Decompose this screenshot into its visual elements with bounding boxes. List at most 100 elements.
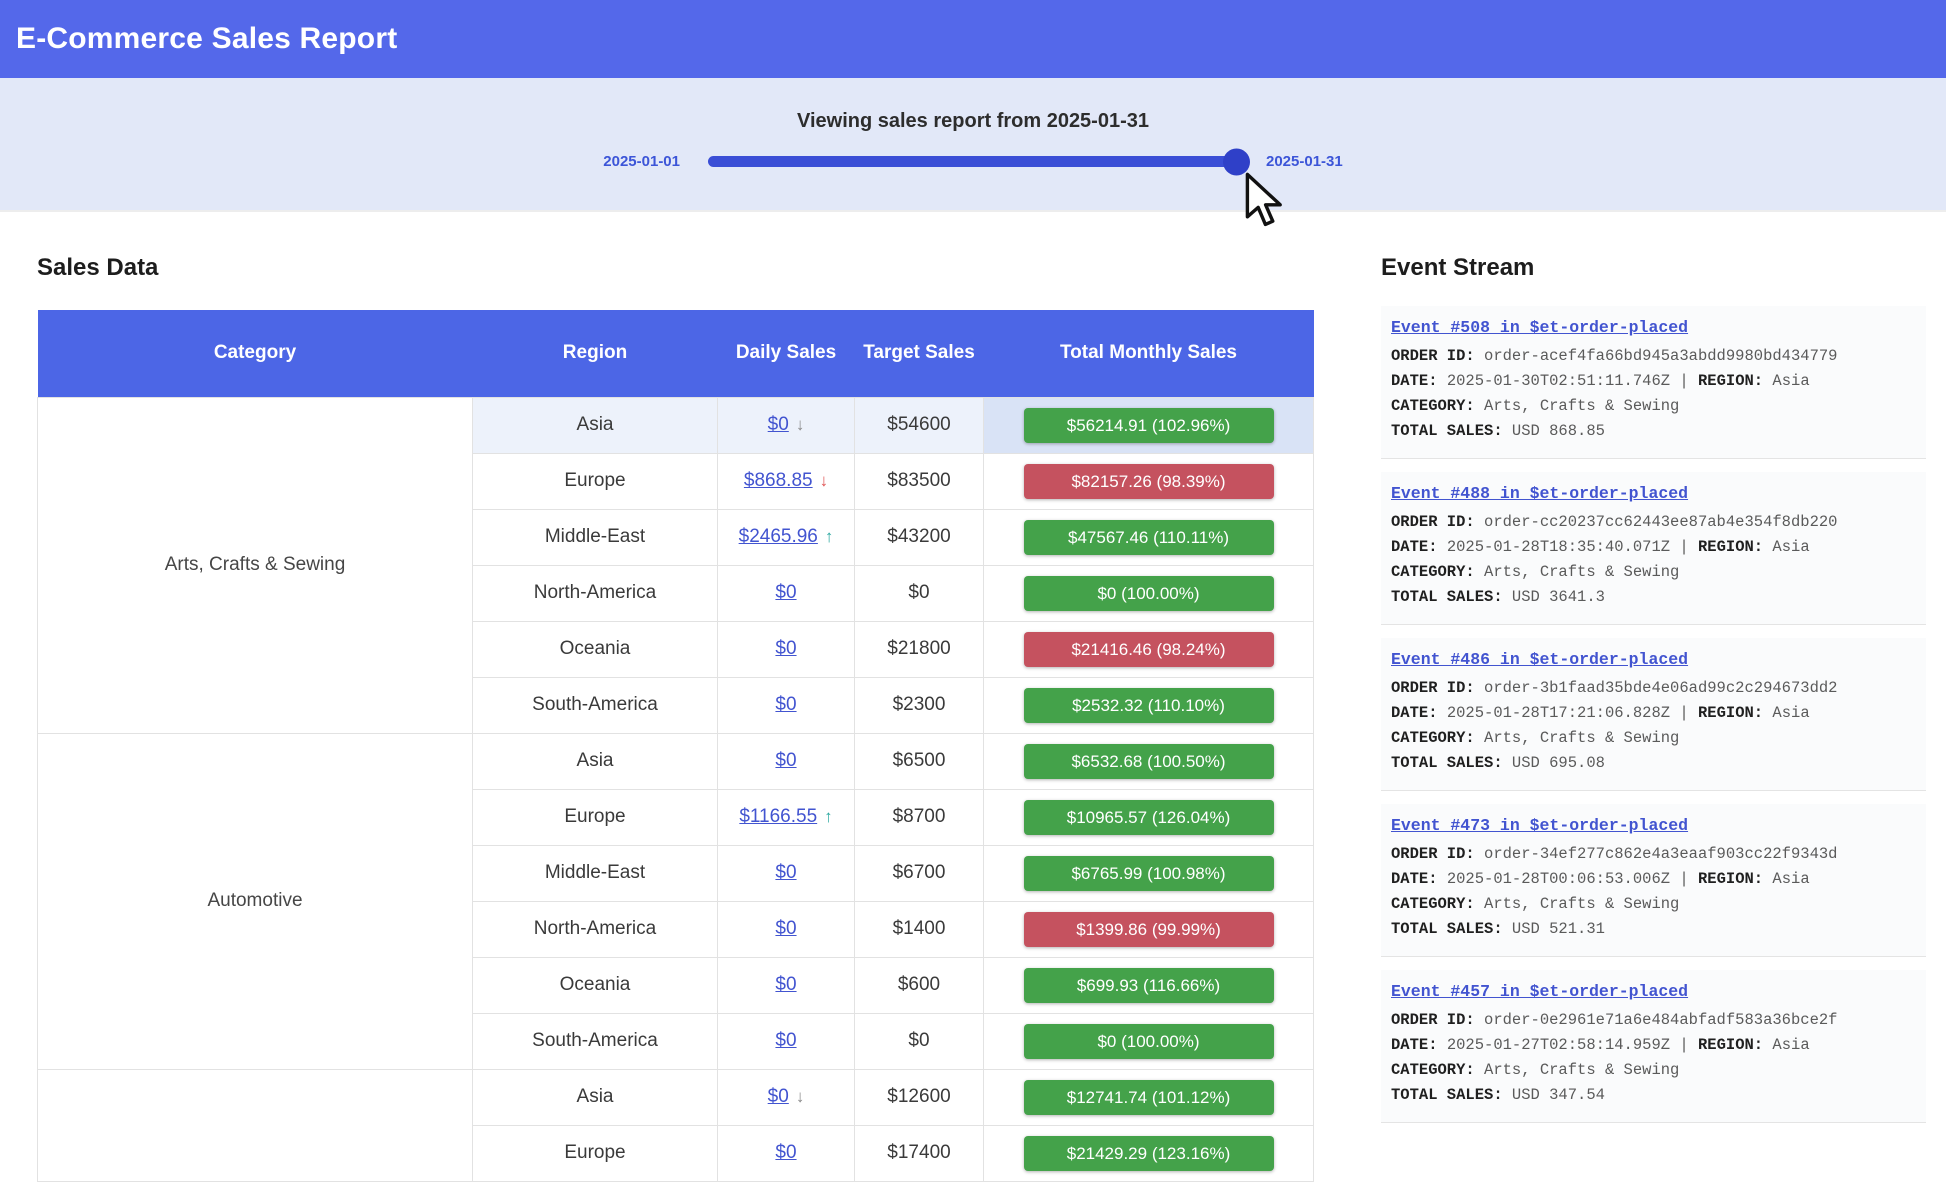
daily-sales-link[interactable]: $0 (775, 1142, 797, 1163)
target-sales-cell: $43200 (854, 508, 984, 566)
sales-table-head: Category Region Daily Sales Target Sales… (37, 310, 1314, 397)
daily-sales-link[interactable]: $0 (767, 1086, 789, 1107)
daily-sales-link[interactable]: $0 (775, 974, 797, 995)
slider-max-label: 2025-01-31 (1266, 153, 1343, 170)
total-monthly-sales-cell: $21429.29 (123.16%) (983, 1124, 1314, 1182)
column-header-target-sales: Target Sales (854, 310, 984, 397)
target-sales-cell: $600 (854, 956, 984, 1014)
column-header-total-monthly-sales: Total Monthly Sales (983, 310, 1314, 397)
target-sales-cell: $8700 (854, 788, 984, 846)
daily-sales-link[interactable]: $0 (775, 638, 797, 659)
region-cell: Oceania (472, 620, 718, 678)
region-cell: Asia (472, 396, 718, 454)
trend-up-icon: ↑ (824, 527, 834, 546)
trend-down-icon: ↓ (795, 415, 805, 434)
event-stream-list: Event #508 in $et-order-placed ORDER ID: … (1381, 306, 1926, 1123)
region-cell: North-America (472, 564, 718, 622)
sales-table-row: Automotive Asia $0 $6500 $6532.68 (100.50%) (37, 732, 1314, 1070)
total-sales-badge: $0 (100.00%) (1023, 575, 1274, 611)
event-total-sales: TOTAL SALES: USD 347.54 (1391, 1086, 1605, 1104)
region-cell: North-America (472, 900, 718, 958)
daily-sales-link[interactable]: $0 (775, 1030, 797, 1051)
total-monthly-sales-cell: $6532.68 (100.50%) (983, 732, 1314, 790)
event-card: Event #508 in $et-order-placed ORDER ID: … (1381, 306, 1926, 459)
daily-sales-cell: $0 (717, 1124, 855, 1182)
event-date-region: DATE: 2025-01-28T18:35:40.071Z | REGION:… (1391, 538, 1810, 556)
event-title-link[interactable]: Event #508 in $et-order-placed (1391, 318, 1689, 337)
event-order-id: ORDER ID: order-acef4fa66bd945a3abdd9980… (1391, 347, 1838, 365)
sales-table-row: Arts, Crafts & Sewing Asia $0 ↓ $54600 $56214… (37, 396, 1314, 734)
daily-sales-link[interactable]: $0 (775, 918, 797, 939)
event-date-region: DATE: 2025-01-28T17:21:06.828Z | REGION:… (1391, 704, 1810, 722)
event-order-id: ORDER ID: order-0e2961e71a6e484abfadf583… (1391, 1011, 1838, 1029)
total-sales-badge: $47567.46 (110.11%) (1023, 519, 1274, 555)
total-monthly-sales-cell: $12741.74 (101.12%) (983, 1068, 1314, 1126)
daily-sales-link[interactable]: $2465.96 (738, 526, 818, 547)
daily-sales-link[interactable]: $0 (767, 414, 789, 435)
daily-sales-link[interactable]: $868.85 (743, 470, 813, 491)
daily-sales-cell: $0 (717, 620, 855, 678)
total-monthly-sales-cell: $0 (100.00%) (983, 1012, 1314, 1070)
total-sales-badge: $0 (100.00%) (1023, 1023, 1274, 1059)
event-order-id: ORDER ID: order-cc20237cc62443ee87ab4e35… (1391, 513, 1838, 531)
total-sales-badge: $6532.68 (100.50%) (1023, 743, 1274, 779)
target-sales-cell: $21800 (854, 620, 984, 678)
column-header-category: Category (37, 310, 473, 397)
sales-table-row: Europe $0 $17400 $21429.29 (123.16%) (38, 1124, 1314, 1182)
event-card: Event #486 in $et-order-placed ORDER ID: … (1381, 638, 1926, 791)
total-monthly-sales-cell: $2532.32 (110.10%) (983, 676, 1314, 734)
sales-table-row: South-America $0 $2300 $2532.32 (110.10%) (38, 676, 1314, 734)
total-sales-badge: $6765.99 (100.98%) (1023, 855, 1274, 891)
slider-caption: Viewing sales report from 2025-01-31 (796, 110, 1149, 132)
total-monthly-sales-cell: $699.93 (116.66%) (983, 956, 1314, 1014)
date-slider-track[interactable] (708, 148, 1250, 175)
target-sales-cell: $17400 (854, 1124, 984, 1182)
trend-down-icon: ↓ (819, 471, 829, 490)
region-cell: Europe (472, 788, 718, 846)
sales-table-row: Oceania $0 $600 $699.93 (116.66%) (38, 956, 1314, 1014)
total-sales-badge: $1399.86 (99.99%) (1023, 911, 1274, 947)
app-header: E-Commerce Sales Report (0, 0, 1946, 78)
daily-sales-cell: $0 (717, 676, 855, 734)
event-stream-heading: Event Stream (1381, 254, 1535, 281)
event-date-region: DATE: 2025-01-28T00:06:53.006Z | REGION:… (1391, 870, 1810, 888)
sales-table-row: Europe $868.85 ↓ $83500 $82157.26 (98.39%) (38, 452, 1314, 510)
target-sales-cell: $6500 (854, 732, 984, 790)
region-cell: South-America (472, 1012, 718, 1070)
event-date-region: DATE: 2025-01-30T02:51:11.746Z | REGION:… (1391, 372, 1810, 390)
main-content: Sales Data Category Region Daily Sales T… (0, 212, 1946, 1182)
region-cell: Asia (472, 1068, 718, 1126)
event-category: CATEGORY: Arts, Crafts & Sewing (1391, 563, 1680, 581)
slider-min-label: 2025-01-01 (603, 153, 680, 170)
daily-sales-link[interactable]: $1166.55 (739, 806, 818, 827)
region-cell: Asia (472, 732, 718, 790)
daily-sales-link[interactable]: $0 (775, 750, 797, 771)
event-category: CATEGORY: Arts, Crafts & Sewing (1391, 397, 1680, 415)
date-slider-handle[interactable] (1223, 148, 1250, 175)
event-total-sales: TOTAL SALES: USD 695.08 (1391, 754, 1605, 772)
daily-sales-cell: $0 (717, 564, 855, 622)
daily-sales-cell: $2465.96 ↑ (717, 508, 855, 566)
trend-up-icon: ↑ (824, 807, 833, 826)
daily-sales-cell: $0 ↓ (717, 396, 855, 454)
total-monthly-sales-cell: $47567.46 (110.11%) (983, 508, 1314, 566)
event-title-link[interactable]: Event #486 in $et-order-placed (1391, 650, 1689, 669)
event-card: Event #457 in $et-order-placed ORDER ID: … (1381, 970, 1926, 1123)
daily-sales-link[interactable]: $0 (775, 582, 797, 603)
daily-sales-cell: $0 (717, 956, 855, 1014)
total-monthly-sales-cell: $21416.46 (98.24%) (983, 620, 1314, 678)
total-sales-badge: $12741.74 (101.12%) (1023, 1079, 1274, 1115)
total-sales-badge: $2532.32 (110.10%) (1023, 687, 1274, 723)
event-total-sales: TOTAL SALES: USD 521.31 (1391, 920, 1605, 938)
event-date-region: DATE: 2025-01-27T02:58:14.959Z | REGION:… (1391, 1036, 1810, 1054)
event-title-link[interactable]: Event #473 in $et-order-placed (1391, 816, 1689, 835)
daily-sales-link[interactable]: $0 (775, 694, 797, 715)
sales-table-row: North-America $0 $0 $0 (100.00%) (38, 564, 1314, 622)
event-title-link[interactable]: Event #457 in $et-order-placed (1391, 982, 1689, 1001)
target-sales-cell: $6700 (854, 844, 984, 902)
event-title-link[interactable]: Event #488 in $et-order-placed (1391, 484, 1689, 503)
region-cell: Europe (472, 1124, 718, 1182)
event-card: Event #473 in $et-order-placed ORDER ID: … (1381, 804, 1926, 957)
total-monthly-sales-cell: $10965.57 (126.04%) (983, 788, 1314, 846)
daily-sales-link[interactable]: $0 (775, 862, 797, 883)
